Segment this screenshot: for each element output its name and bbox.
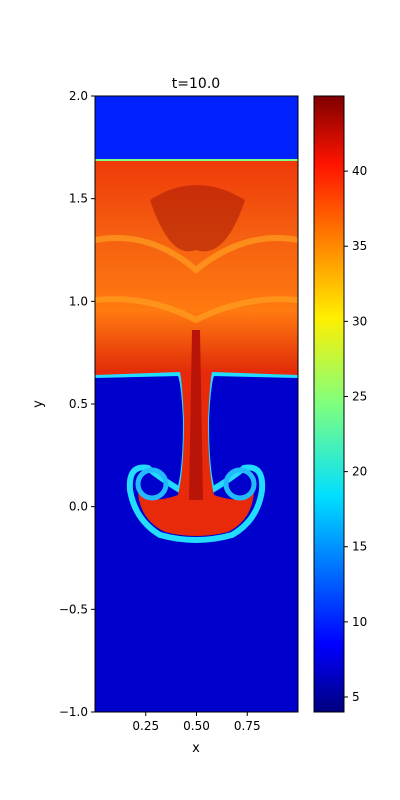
y-tick-label: 1.0 (69, 294, 88, 308)
x-axis-label: x (192, 741, 200, 756)
y-tick-label: −1.0 (59, 705, 88, 719)
plume-stem-core (189, 330, 203, 500)
colorbar-ticks: 5 10 15 20 25 30 35 40 (344, 164, 367, 704)
colorbar-tick-label: 35 (352, 239, 367, 253)
layer-highlights (95, 235, 298, 324)
colorbar-tick-label: 10 (352, 615, 367, 629)
x-tick-label: 0.75 (234, 719, 261, 733)
y-tick-label: 1.5 (69, 192, 88, 206)
colorbar (313, 95, 345, 713)
colorbar-tick-label: 15 (352, 540, 367, 554)
right-vortex (223, 467, 257, 501)
y-tick-label: 0.0 (69, 500, 88, 514)
colorbar-tick-label: 40 (352, 164, 367, 178)
x-tick-label: 0.25 (132, 719, 159, 733)
chart-title: t=10.0 (172, 76, 220, 92)
colorbar-tick-label: 20 (352, 465, 367, 479)
y-tick-label: 2.0 (69, 89, 88, 103)
y-axis-ticks: −1.0 −0.5 0.0 0.5 1.0 1.5 2.0 (59, 89, 95, 719)
y-axis-label: y (31, 400, 46, 408)
layer-shading (150, 185, 245, 252)
colorbar-tick-label: 25 (352, 389, 367, 403)
upper-band (95, 96, 298, 160)
plot-area (95, 96, 298, 712)
left-vortex (135, 467, 169, 501)
y-tick-label: 0.5 (69, 397, 88, 411)
x-tick-label: 0.50 (183, 719, 210, 733)
colorbar-tick-label: 30 (352, 314, 367, 328)
colorbar-tick-label: 5 (352, 690, 360, 704)
y-tick-label: −0.5 (59, 602, 88, 616)
x-axis-ticks: 0.25 0.50 0.75 (132, 712, 261, 733)
